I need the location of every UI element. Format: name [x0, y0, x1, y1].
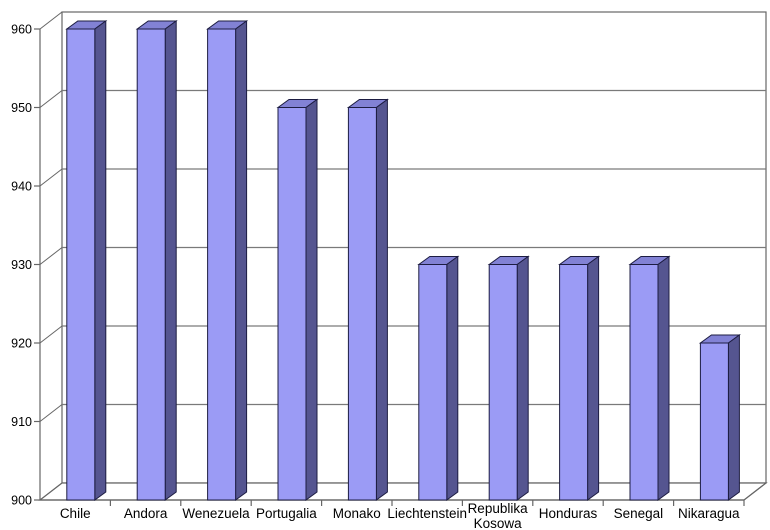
category-label: Nikaragua [678, 506, 740, 521]
y-tick-label: 940 [11, 180, 32, 194]
y-tick-label: 950 [11, 101, 32, 115]
bar-side-face [587, 255, 600, 501]
bar-front-face [277, 107, 307, 501]
bar-side-face [305, 98, 318, 501]
bar-front-face [559, 264, 589, 501]
floor-right-edge [743, 482, 767, 501]
bar-front-face [66, 28, 96, 501]
bar-front-face [418, 264, 448, 501]
category-label: Republika Kosowa [468, 501, 529, 530]
bar-side-face [375, 98, 388, 501]
y-tick-label: 900 [11, 494, 32, 508]
bar-side-face [516, 255, 529, 501]
category-label: Portugalia [256, 506, 317, 521]
y-tick-depth-line [39, 168, 63, 187]
category-label: Monako [333, 506, 381, 521]
y-tick-depth-line [39, 11, 63, 30]
bar-front-face [207, 28, 237, 501]
y-tick-depth-line [39, 90, 63, 108]
category-label: Honduras [539, 506, 598, 521]
bar-side-face [657, 255, 670, 501]
y-tick-label: 930 [11, 258, 32, 272]
category-label: Senegal [614, 506, 664, 521]
bar-side-face [235, 20, 248, 501]
bar-front-face [629, 264, 659, 501]
y-tick-depth-line [39, 247, 63, 265]
category-label: Liechtenstein [387, 506, 467, 521]
bar-front-face [347, 107, 377, 501]
y-tick-depth-line [39, 404, 63, 422]
y-tick-depth-line [39, 482, 63, 501]
bar-side-face [94, 20, 107, 501]
category-label: Andora [124, 506, 168, 521]
y-tick-label: 960 [11, 23, 32, 37]
y-tick-depth-line [39, 325, 63, 344]
bar-front-face [699, 342, 729, 501]
bar-side-face [727, 334, 740, 501]
bar-front-face [488, 264, 518, 501]
bar-front-face [136, 28, 166, 501]
bar-side-face [446, 255, 459, 501]
y-tick-label: 910 [11, 415, 32, 429]
category-label: Chile [60, 506, 91, 521]
bar-side-face [164, 20, 177, 501]
category-label: Wenezuela [182, 506, 250, 521]
y-tick-label: 920 [11, 337, 32, 351]
